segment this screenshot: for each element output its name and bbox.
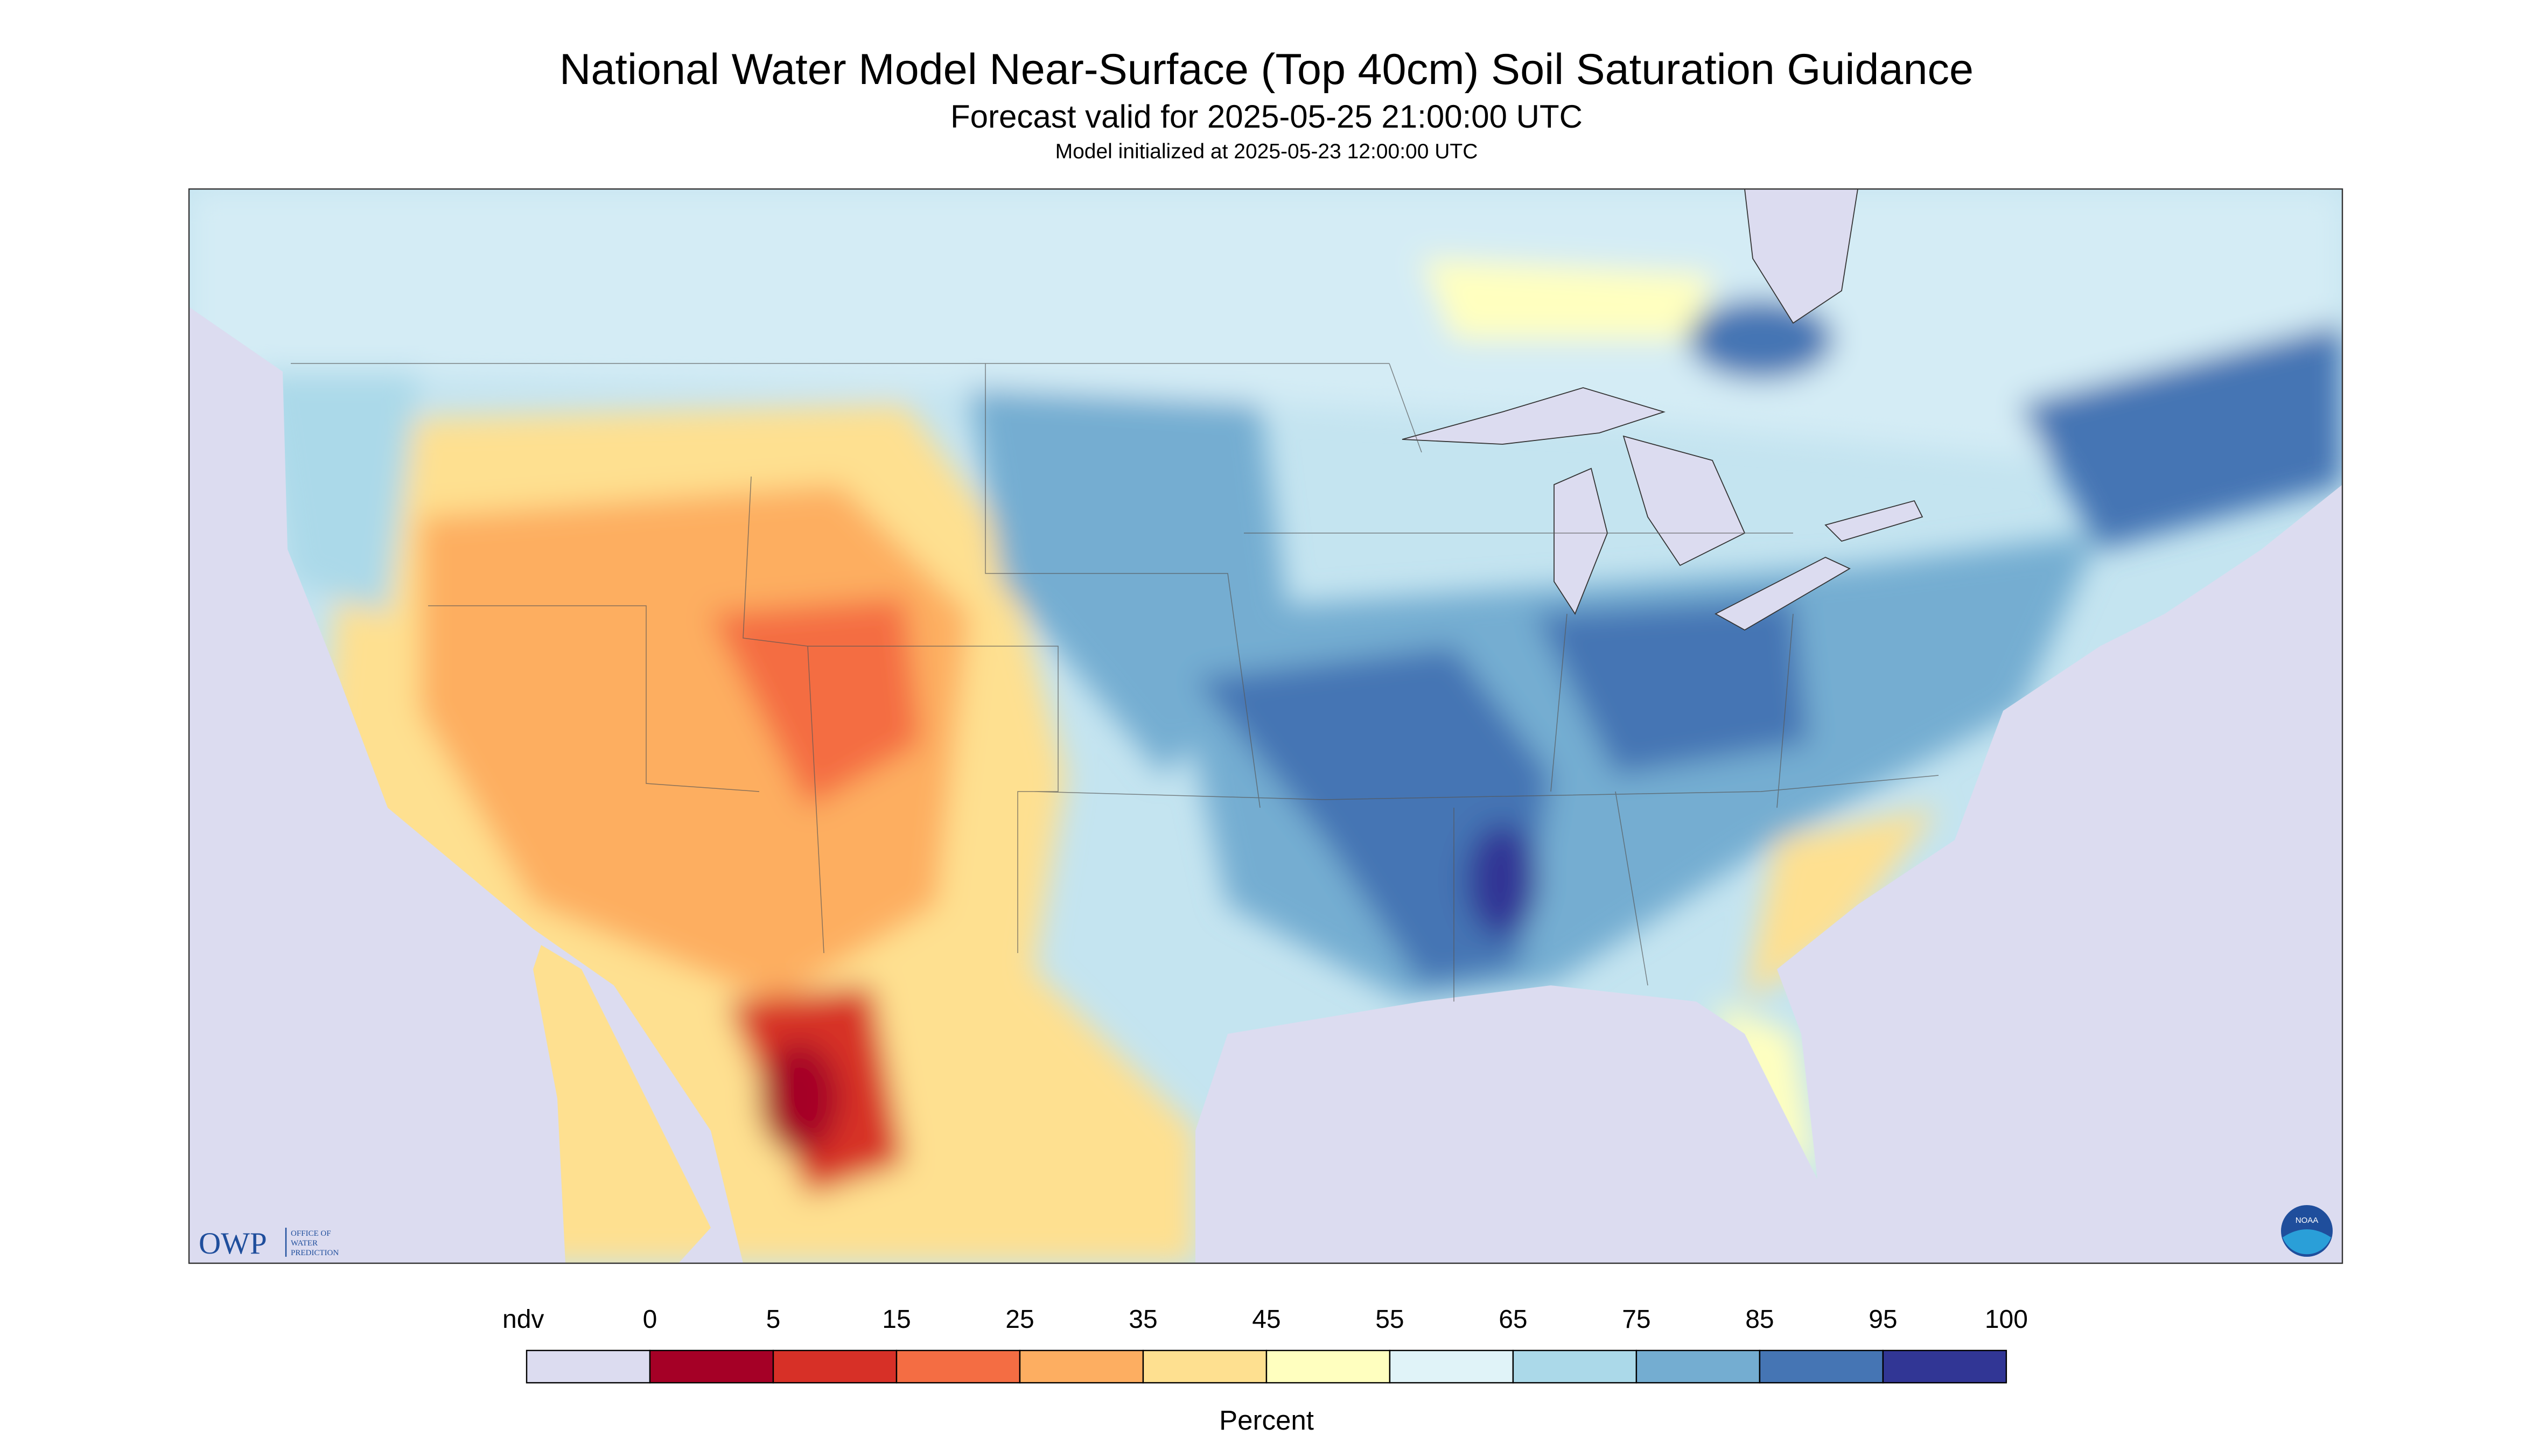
legend-swatch [1019,1349,1144,1384]
map: OWP OFFICE OF WATER PREDICTION NOAA [189,189,2342,1264]
legend-swatch [1142,1349,1268,1384]
legend-swatch [772,1349,898,1384]
legend-label: 95 [1869,1305,1897,1334]
legend-swatch [1635,1349,1761,1384]
title: National Water Model Near-Surface (Top 4… [559,45,1974,94]
legend-swatch [1759,1349,1884,1384]
legend-label: 100 [1985,1305,2028,1334]
legend: ndv 0 5 15 25 35 45 55 65 75 85 95 100 [502,1305,2028,1384]
legend-label: ndv [502,1305,544,1334]
legend-label: 35 [1129,1305,1157,1334]
legend-swatch [526,1349,651,1384]
owp-name: OFFICE OF [291,1229,331,1238]
legend-swatch [1882,1349,2007,1384]
legend-swatch [1389,1349,1514,1384]
map-frame [188,188,2343,1264]
owp-name: PREDICTION [291,1249,339,1257]
legend-label: 75 [1622,1305,1650,1334]
borders [291,363,1939,1002]
legend-label: 45 [1252,1305,1281,1334]
legend-label: 85 [1745,1305,1774,1334]
great-lakes [1402,189,1923,631]
legend-label: 25 [1005,1305,1034,1334]
outside-domain [189,189,468,1264]
legend-swatch [649,1349,774,1384]
legend-label: 55 [1375,1305,1404,1334]
subtitle: Forecast valid for 2025-05-25 21:00:00 U… [950,99,1583,135]
legend-label: 5 [766,1305,781,1334]
legend-swatch [1512,1349,1638,1384]
noaa-wave [2283,1229,2331,1255]
owp-name: WATER [291,1239,318,1248]
legend-unit: Percent [1219,1405,1314,1436]
legend-label: 65 [1499,1305,1527,1334]
noaa-text: NOAA [2296,1216,2319,1225]
owp-logo: OWP [199,1227,267,1261]
legend-swatch [1265,1349,1391,1384]
outside-domain [1995,485,2342,1264]
legend-swatch [895,1349,1021,1384]
legend-label: 15 [882,1305,911,1334]
init-time: Model initialized at 2025-05-23 12:00:00… [1055,140,1478,163]
legend-label: 0 [643,1305,657,1334]
